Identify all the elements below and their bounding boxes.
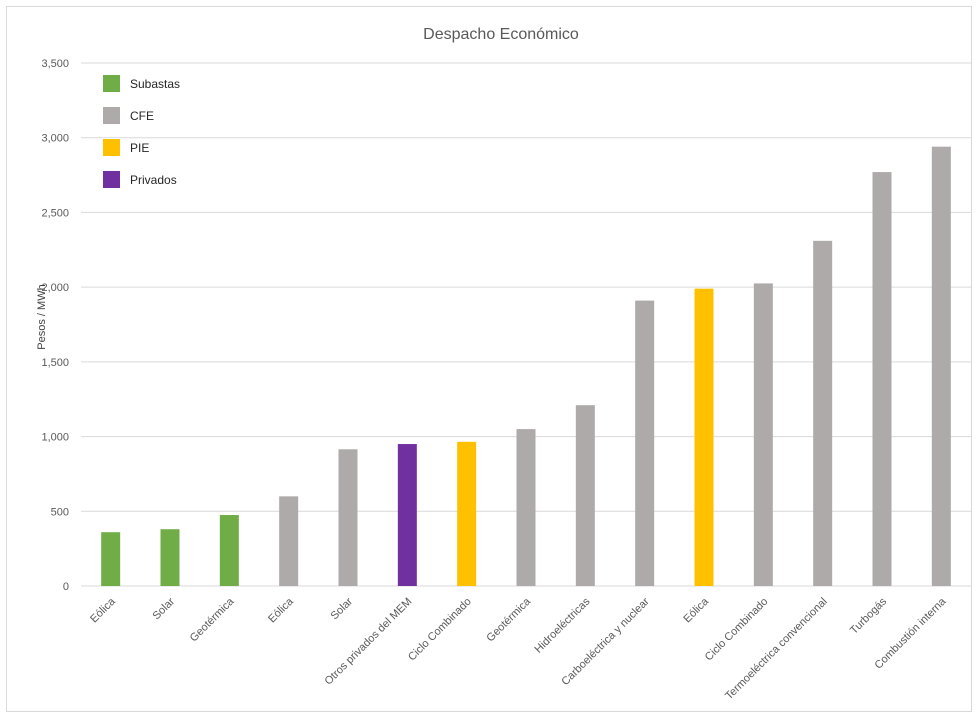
bar-2 bbox=[160, 529, 180, 586]
bar-3 bbox=[219, 515, 239, 586]
x-tick-label: Eólica bbox=[88, 595, 118, 625]
legend-swatch bbox=[103, 75, 120, 92]
bar-4 bbox=[279, 496, 299, 586]
y-axis-title: Pesos / MWh bbox=[36, 284, 48, 349]
bar-12 bbox=[753, 283, 773, 586]
y-tick-label: 3,000 bbox=[41, 133, 69, 145]
x-tick-label: Ciclo Combinado bbox=[406, 596, 474, 664]
bar-7 bbox=[457, 441, 477, 586]
bars bbox=[101, 146, 951, 586]
legend-label: Subastas bbox=[130, 77, 180, 91]
y-axis-ticks: 0 500 1,000 1,500 2,000 2,500 3,000 3,500 bbox=[41, 58, 69, 593]
y-tick-label: 3,500 bbox=[41, 58, 69, 70]
x-tick-label: Eólica bbox=[681, 595, 711, 625]
bar-chart: Despacho Económico Pesos / MWh 0 500 1,000… bbox=[36, 26, 971, 702]
x-tick-label: Ciclo Combinado bbox=[703, 596, 771, 664]
legend-swatch bbox=[103, 107, 120, 124]
bar-5 bbox=[338, 449, 358, 586]
bar-9 bbox=[575, 405, 595, 586]
y-tick-label: 2,500 bbox=[41, 207, 69, 219]
bar-15 bbox=[931, 146, 951, 586]
x-tick-label: Geotérmica bbox=[188, 595, 237, 644]
legend-label: Privados bbox=[130, 173, 177, 187]
bar-6 bbox=[397, 444, 417, 586]
legend: Subastas CFE PIE Privados bbox=[103, 75, 180, 188]
x-tick-label: Termoeléctrica convencional bbox=[723, 596, 830, 703]
y-tick-label: 2,000 bbox=[41, 282, 69, 294]
bar-13 bbox=[813, 240, 833, 586]
bar-1 bbox=[101, 532, 121, 586]
x-tick-label: Solar bbox=[150, 595, 177, 622]
y-tick-label: 1,000 bbox=[41, 432, 69, 444]
x-tick-label: Solar bbox=[328, 595, 355, 622]
legend-label: PIE bbox=[130, 141, 149, 155]
y-tick-label: 0 bbox=[63, 581, 69, 593]
bar-8 bbox=[516, 429, 536, 586]
x-tick-label: Geotérmica bbox=[484, 595, 533, 644]
chart-area: Despacho Económico Pesos / MWh 0 500 1,000… bbox=[6, 6, 972, 712]
chart-title: Despacho Económico bbox=[423, 26, 579, 43]
legend-swatch bbox=[103, 139, 120, 156]
y-tick-label: 500 bbox=[51, 506, 69, 518]
bar-11 bbox=[694, 288, 714, 586]
legend-label: CFE bbox=[130, 109, 154, 123]
x-tick-label: Eólica bbox=[266, 595, 296, 625]
bar-10 bbox=[635, 300, 655, 586]
y-tick-label: 1,500 bbox=[41, 357, 69, 369]
x-tick-label: Turbogás bbox=[848, 595, 889, 636]
bar-14 bbox=[872, 172, 892, 586]
x-tick-label: Hidroeléctricas bbox=[533, 595, 593, 655]
legend-swatch bbox=[103, 171, 120, 188]
